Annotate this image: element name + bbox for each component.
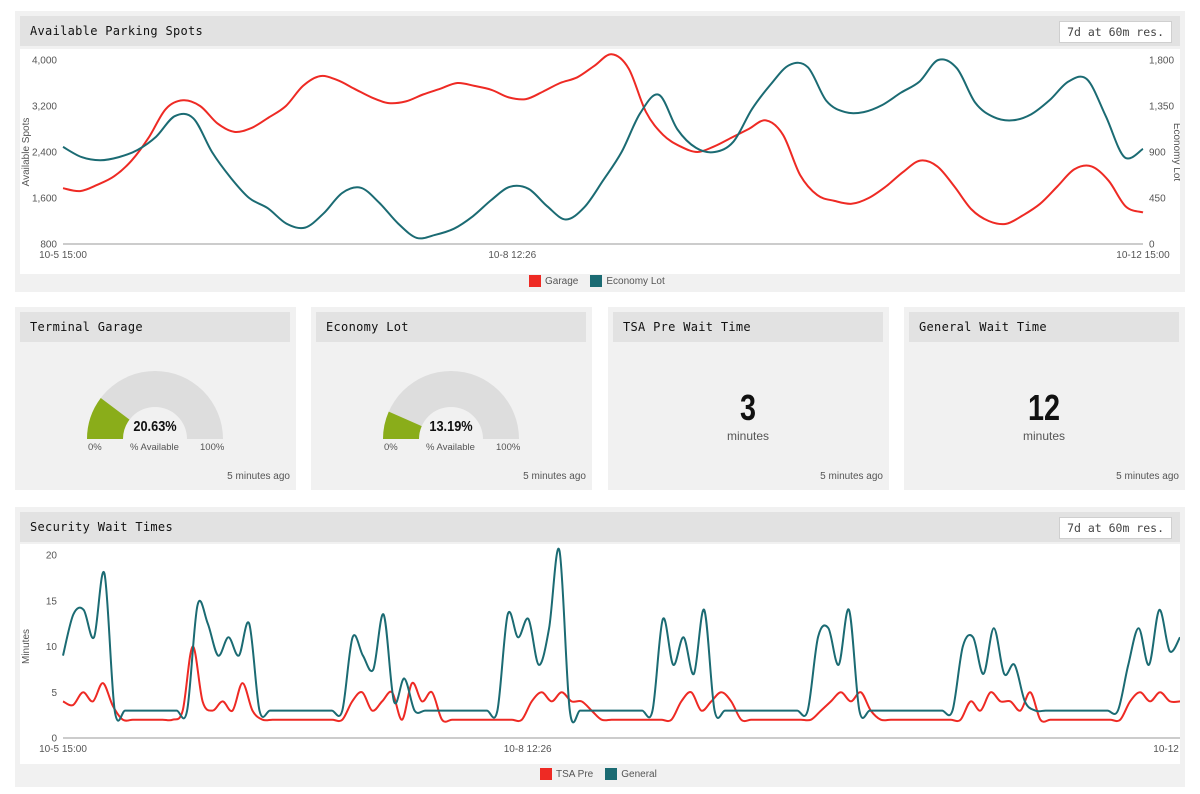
x-tick-label: 10-8 12:26 [488,250,536,261]
legend-label-garage: Garage [545,275,579,287]
terminal-garage-title: Terminal Garage [30,320,143,334]
economy-lot-header: Economy Lot [316,312,586,342]
parking-panel: Available Parking Spots 7d at 60m res. 8… [15,11,1185,292]
terminal-garage-percent: 20.63% [133,418,177,435]
y-right-tick-label: 1,350 [1149,102,1174,113]
terminal-garage-header: Terminal Garage [20,312,290,342]
economy-lot-updated: 5 minutes ago [523,471,586,482]
parking-panel-title: Available Parking Spots [30,24,204,38]
tsa-pre-swatch [540,768,552,780]
parking-chart-area: 800 1,600 2,400 3,200 4,000 0 450 900 1,350 1,800… [20,49,1182,274]
gauge-fill [383,411,422,439]
gauge-fill [87,397,130,439]
security-panel-title: Security Wait Times [30,520,173,534]
y-tick-label: 20 [46,551,58,562]
economy-lot-gauge [383,371,519,439]
terminal-garage-updated: 5 minutes ago [227,471,290,482]
economy-lot-title: Economy Lot [326,320,409,334]
x-tick-label: 10-5 15:00 [39,744,87,755]
general-panel: General Wait Time 12 minutes 5 minutes a… [904,307,1185,490]
legend-item-garage[interactable]: Garage [529,275,578,287]
y-tick-label: 800 [40,240,57,251]
parking-legend: Garage Economy Lot [529,275,665,287]
general-swatch [605,768,618,780]
tsa-pre-value: 3 [739,387,757,428]
series-line-tsa-pre [62,645,1181,723]
tsa-pre-updated: 5 minutes ago [820,471,883,482]
tsa-pre-header: TSA Pre Wait Time [613,312,883,342]
y-tick-label: 2,400 [32,148,57,159]
legend-item-economy-lot[interactable]: Economy Lot [590,275,665,287]
general-title: General Wait Time [919,320,1047,334]
series-line-garage [62,53,1144,226]
tsa-pre-panel: TSA Pre Wait Time 3 minutes 5 minutes ag… [608,307,889,490]
security-panel-header: Security Wait Times 7d at 60m res. [20,512,1180,542]
y-tick-label: 3,200 [32,102,57,113]
y-right-tick-label: 0 [1149,240,1155,251]
gauge-min-label: 0% [88,442,102,453]
legend-label-economy-lot: Economy Lot [606,275,665,287]
garage-swatch [529,275,541,287]
tsa-pre-unit: minutes [726,429,770,443]
y-tick-label: 10 [46,642,58,653]
y-axis-label: Minutes [21,629,32,664]
terminal-garage-panel: Terminal Garage 20.63% 0% % Available 10… [15,307,296,490]
parking-chart: 800 1,600 2,400 3,200 4,000 0 450 900 1,350 1,800… [21,53,1182,261]
legend-item-general[interactable]: General [605,768,657,780]
y-right-tick-label: 900 [1149,148,1166,159]
y-right-tick-label: 450 [1149,194,1166,205]
legend-label-tsa-pre: TSA Pre [556,768,594,780]
economy-lot-swatch [590,275,603,287]
security-panel: Security Wait Times 7d at 60m res. 0 5 10 1… [15,507,1200,787]
y-tick-label: 0 [51,734,57,745]
economy-lot-percent: 13.19% [429,418,473,435]
tsa-pre-title: TSA Pre Wait Time [623,320,751,334]
y-right-axis-label: Economy Lot [1171,123,1180,182]
general-updated: 5 minutes ago [1116,471,1179,482]
x-tick-label: 10-12 15:00 [1116,250,1170,261]
security-chart: 0 5 10 15 20 Minutes 10-5 15:00 10-8 12:26 10-12… [21,547,1200,755]
gauge-background [383,371,519,439]
gauge-min-label: 0% [384,442,398,453]
parking-range-button[interactable]: 7d at 60m res. [1059,21,1172,43]
general-value: 12 [1027,387,1061,428]
general-unit: minutes [1022,429,1066,443]
gauge-sub-label: % Available [426,442,475,453]
security-chart-area: 0 5 10 15 20 Minutes 10-5 15:00 10-8 12:26 10-12… [20,544,1200,764]
y-tick-label: 4,000 [32,56,57,67]
legend-item-tsa-pre[interactable]: TSA Pre [540,768,593,780]
economy-lot-panel: Economy Lot 13.19% 0% % Available 100% 5… [311,307,592,490]
y-right-tick-label: 1,800 [1149,56,1174,67]
x-tick-label: 10-5 15:00 [39,250,87,261]
legend-label-general: General [621,768,657,780]
security-range-button[interactable]: 7d at 60m res. [1059,517,1172,539]
y-tick-label: 15 [46,596,58,607]
parking-panel-header: Available Parking Spots 7d at 60m res. [20,16,1180,46]
general-header: General Wait Time [909,312,1179,342]
y-tick-label: 1,600 [32,194,57,205]
series-line-economy-lot [62,58,1144,240]
series-line-general [62,547,1181,724]
terminal-garage-gauge [87,371,223,439]
y-tick-label: 5 [51,688,57,699]
gauge-max-label: 100% [200,442,225,453]
x-tick-label: 10-12 15:00 [1153,744,1180,755]
gauge-max-label: 100% [496,442,521,453]
y-axis-label: Available Spots [21,118,32,187]
x-tick-label: 10-8 12:26 [504,744,552,755]
gauge-sub-label: % Available [130,442,179,453]
security-legend: TSA Pre General [540,768,657,780]
